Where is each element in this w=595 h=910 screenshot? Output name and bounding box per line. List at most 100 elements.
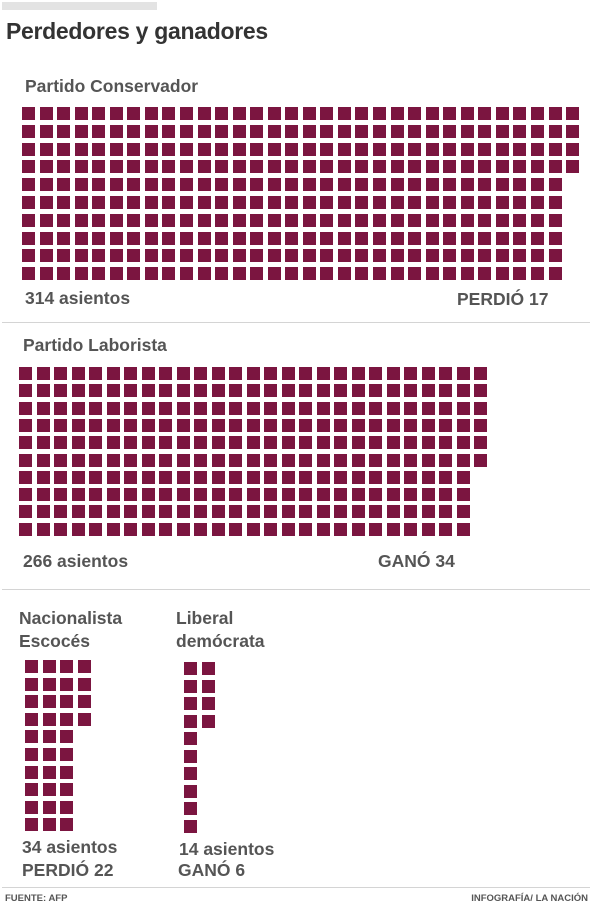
seat-square (351, 470, 365, 484)
seat-square (316, 505, 330, 519)
seat-square (566, 124, 580, 138)
seat-square (334, 505, 347, 519)
seat-square (421, 367, 435, 380)
seat-square (320, 107, 334, 120)
seat-square (369, 470, 382, 484)
seat-square (25, 712, 38, 726)
seat-square (19, 505, 32, 519)
seat-square (197, 160, 211, 174)
seat-square (443, 249, 457, 263)
seat-square (71, 401, 85, 415)
seat-square (267, 107, 281, 120)
seat-square (60, 695, 74, 709)
seat-square (194, 384, 207, 398)
seat-square (176, 401, 190, 415)
seat-square (215, 124, 229, 138)
seat-square (74, 160, 88, 174)
seat-square (162, 142, 176, 156)
seat-square (92, 267, 106, 281)
seat-square (337, 178, 351, 192)
seat-square (176, 522, 190, 536)
seat-square (19, 436, 32, 450)
seat-square (246, 436, 260, 450)
seat-square (232, 107, 246, 120)
seat-square (264, 522, 277, 536)
seat-square (456, 453, 470, 467)
seat-square (337, 124, 351, 138)
seat-square (302, 160, 316, 174)
seat-square (109, 178, 123, 192)
seat-square (92, 213, 106, 227)
seat-square (42, 730, 56, 744)
seat-square (495, 142, 509, 156)
seat-square (474, 436, 487, 450)
seat-square (456, 470, 470, 484)
seat-square (439, 367, 452, 380)
seat-square (264, 470, 277, 484)
seat-square (355, 107, 369, 120)
seat-square (478, 160, 492, 174)
seat-square (109, 124, 123, 138)
seat-square (106, 505, 120, 519)
seat-square (369, 418, 382, 432)
seat-square (124, 436, 137, 450)
seat-square (54, 401, 67, 415)
seat-square (197, 142, 211, 156)
seat-square (176, 488, 190, 502)
seat-square (443, 160, 457, 174)
party-name-libdem: Liberal demócrata (176, 607, 265, 653)
seat-square (215, 196, 229, 209)
seat-square (316, 384, 330, 398)
seat-square (194, 522, 207, 536)
seat-square (566, 107, 580, 120)
seat-square (299, 470, 312, 484)
seat-square (425, 178, 439, 192)
seat-square (232, 160, 246, 174)
seat-square (386, 470, 400, 484)
seat-square (530, 249, 544, 263)
seat-square (162, 267, 176, 281)
seat-square (109, 142, 123, 156)
seat-square (320, 178, 334, 192)
seat-square (373, 213, 386, 227)
seat-square (386, 384, 400, 398)
seat-square (530, 160, 544, 174)
seat-square (71, 384, 85, 398)
seat-square (548, 231, 562, 245)
seat-square (264, 488, 277, 502)
seat-square (22, 124, 35, 138)
seat-square (386, 488, 400, 502)
seat-square (184, 784, 197, 798)
seat-square (71, 505, 85, 519)
seat-square (443, 124, 457, 138)
seat-square (439, 470, 452, 484)
seat-square (478, 213, 492, 227)
seat-square (320, 196, 334, 209)
seat-square (74, 249, 88, 263)
seat-square (92, 124, 106, 138)
seat-square (201, 679, 215, 693)
seat-square (179, 160, 193, 174)
seat-square (390, 213, 404, 227)
seat-square (386, 418, 400, 432)
seat-square (408, 231, 422, 245)
seat-square (456, 418, 470, 432)
seat-square (390, 178, 404, 192)
seat-square (162, 196, 176, 209)
seat-square (460, 124, 474, 138)
seat-square (302, 196, 316, 209)
seat-square (19, 384, 32, 398)
seat-square (232, 231, 246, 245)
seat-square (39, 178, 53, 192)
seat-square (299, 522, 312, 536)
seat-square (264, 367, 277, 380)
seat-square (425, 160, 439, 174)
seat-square (39, 142, 53, 156)
seat-square (355, 231, 369, 245)
party-name-line: Escocés (19, 631, 91, 651)
seat-square (60, 818, 74, 832)
seat-square (159, 505, 172, 519)
seat-square (179, 196, 193, 209)
seat-square (57, 231, 71, 245)
seat-square (92, 249, 106, 263)
